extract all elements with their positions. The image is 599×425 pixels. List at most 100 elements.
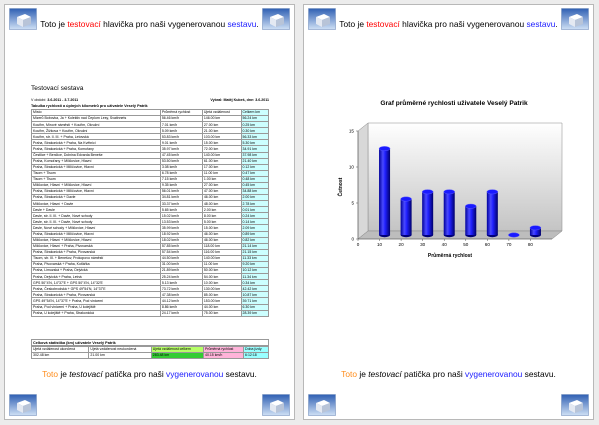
bar-top [378, 146, 391, 152]
table-cell: 53.50 km/h [159, 157, 203, 165]
table-cell: 7.15 km/h [159, 175, 203, 183]
chart-title: Graf průměrné rychlosti uživatele Veselý… [380, 99, 528, 107]
table-cell: 5.09 km/h [159, 127, 203, 135]
footer-text: Toto [42, 369, 58, 379]
table-cell: 9.01 km/h [159, 139, 203, 147]
summary-values: 302.48 km 21.00 km 283.48 km 40.15 km/h 6:12… [30, 352, 269, 360]
table-cell: 21.15 km [240, 248, 270, 256]
report-page: Toto je testovací hlavička pro naši vyge… [4, 4, 295, 420]
table-row: Davle + Davle 5.65 km/h 2.00 km 0.01 km [31, 206, 270, 214]
table-cell: Praha, U kolejiště + Praha, Strakonická [31, 309, 161, 317]
table-row: Čestlice + Benčice, Dolnina Edvarda Bene… [31, 151, 270, 159]
table-cell: 35.97 km/h [159, 145, 203, 153]
x-tick-label: 30 [420, 242, 426, 247]
header-text: testovací [67, 19, 101, 29]
table-row: Milíčovice, Hlavní + Milíčovice, Hlavní 9… [31, 181, 270, 190]
report-title: Testovací sestava [31, 85, 84, 92]
footer-text: sestavu. [223, 369, 257, 379]
bar-top [400, 196, 412, 202]
bar [400, 199, 412, 235]
table-cell: 75.00 km [201, 309, 242, 317]
footer-text: sestavu. [522, 369, 556, 379]
summary-value-cell: 21.00 km [88, 352, 152, 360]
table-row: Praha, Komořany + Milíčovice, Hlavní 53.5… [31, 157, 270, 165]
table-row: Praha, Strakonická + Praha, Komořany 35.9… [31, 145, 270, 153]
footer-icon [561, 394, 589, 416]
footer-text: patička pro naši [401, 369, 466, 379]
table-row: Praha, Strakonická + Milíčovice, Hlavní 3… [31, 163, 270, 171]
y-tick-label: 0 [351, 237, 354, 242]
summary-value-cell: 283.48 km [150, 352, 205, 360]
summary-value-cell: 6:12:18 [243, 352, 269, 360]
table-cell: 37.98 km [240, 151, 270, 159]
footer-icon [9, 394, 37, 416]
bar [379, 148, 391, 235]
page-footer: Toto je testovací patička pro naši vygen… [5, 369, 294, 379]
header-text: Toto je [339, 19, 367, 29]
table-row: Tisom + Tisom 6.78 km/h 11.00 km 0.47 km [31, 169, 270, 177]
table-row: Praha, Strakonická + Davle 34.81 km/h 46.0… [31, 194, 270, 202]
x-tick-label: 0 [357, 242, 360, 247]
table-cell: 24.17 km/h [159, 309, 203, 317]
bar-top [529, 225, 542, 231]
table-cell: 21.14 km [240, 242, 270, 250]
table-cell: 34.91 km [240, 145, 270, 153]
bar [443, 191, 455, 235]
report-meta: V období: 3.6.2011 - 3.7.2011 Vybral: Mat… [31, 98, 269, 102]
summary-table: Ujetá vzdálenost ukončená Ujetá vzdálenos… [30, 345, 269, 360]
chart: Graf průměrné rychlosti uživatele Veselý… [337, 99, 563, 259]
summary: Celková statistika (km) uživatele Veselý… [30, 339, 269, 360]
bar [422, 191, 434, 235]
x-tick-label: 80 [528, 242, 534, 247]
bar [486, 191, 498, 235]
footer-text: vygenerovanou [465, 369, 523, 379]
table-row: Praha, Strakonická + Praha, Na Květnici 9… [31, 139, 270, 147]
header-text: Toto je [40, 19, 68, 29]
table-cell: 18.92 km/h [159, 230, 203, 238]
header-text: sestavu [526, 19, 556, 29]
table-cell: 0.01 km [240, 206, 270, 214]
table-cell: 3.08 km/h [159, 163, 203, 171]
table-row: Praha, Strakonická + Milíčovice, Hlavní 1… [31, 230, 270, 238]
period: 3.6.2011 - 3.7.2011 [47, 98, 79, 102]
table-cell: 35.99 km/h [159, 224, 203, 232]
table-cell: 0.24 km [240, 212, 270, 220]
table-cell: 2.78 km [240, 200, 270, 208]
table-cell: 28.39 km [240, 309, 270, 317]
table-cell: 5.65 km/h [159, 206, 203, 214]
speed-table: Místo Průměrná rychlost Ujetá vzdálenost Ce… [31, 108, 270, 317]
header-text: . [555, 19, 558, 29]
table-row: Milíčovice, Hlavní + Praha, Pivovarská 57… [31, 242, 270, 250]
x-tick-label: 50 [463, 242, 469, 247]
table-row: Milíčovice, Hlavní + Davle 33.37 km/h 48.0… [31, 200, 270, 208]
table-cell: 0.30 km [240, 127, 270, 135]
table-cell: 56.01 km/h [159, 188, 203, 196]
table-row: Milíčovice, Hlavní + Milíčovice, Hlavní 1… [31, 236, 270, 244]
bar-top [465, 203, 477, 209]
x-axis-label: Průměrná rychlost [428, 252, 473, 259]
selected-by: Vybral: Matěj Kubeš, dne: 3.6.2011 [210, 98, 269, 102]
table-row: Praha, Strakonická + Milíčovice, Hlavní 5… [31, 188, 270, 196]
footer-text: testovací [69, 369, 103, 379]
table-cell: 0.48 km [240, 175, 270, 183]
table-row: Davle, str. II. III. + Davle, Nové schod… [31, 218, 270, 226]
side-wall [357, 122, 369, 240]
page-footer: Toto je testovací patička pro naši vygen… [304, 369, 593, 379]
footer-text: je [58, 369, 70, 379]
table-cell: 0.82 km [240, 236, 270, 244]
table-cell: 0.89 km [240, 230, 270, 238]
bar [465, 206, 477, 235]
table-row: Davle, str. II. III. + Davle, Nové schod… [31, 212, 270, 220]
table-cell: 56.33 km [240, 133, 270, 141]
table-cell: 15.02 km/h [159, 212, 203, 220]
table-cell: 33.37 km/h [159, 200, 203, 208]
table-cell: 6.78 km/h [159, 169, 203, 177]
summary-value-cell: 302.48 km [30, 352, 90, 360]
table-cell: 0.12 km [240, 163, 270, 171]
header-text: hlavička pro naši vygenerovanou [399, 19, 527, 29]
page-header: Toto je testovací hlavička pro naši vyge… [304, 19, 593, 29]
table-row: Kouřim, str. II. III. + Praha, Letovská 5… [31, 133, 270, 141]
table-row: Praha, Strakonická + Praha, Pivovarská 57… [31, 248, 270, 256]
y-tick-label: 5 [351, 201, 354, 206]
footer-text: Toto [341, 369, 357, 379]
